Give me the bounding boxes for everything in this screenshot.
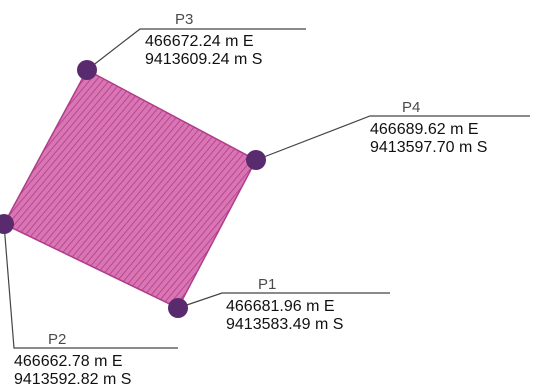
easting-p1: 466681.96 m E (226, 298, 335, 315)
northing-p1: 9413583.49 m S (226, 316, 343, 333)
vertex-marker-p4[interactable] (246, 150, 266, 170)
leader-p3 (86, 28, 306, 71)
northing-p2: 9413592.82 m S (14, 371, 131, 388)
easting-p2: 466662.78 m E (14, 353, 123, 370)
leader-p1 (177, 292, 390, 309)
parcel-polygon (2, 68, 258, 309)
northing-p3: 9413609.24 m S (145, 51, 262, 68)
vertex-marker-p2[interactable] (0, 214, 14, 234)
easting-p3: 466672.24 m E (145, 33, 254, 50)
leader-p2 (3, 223, 178, 349)
point-name-p1: P1 (258, 276, 276, 293)
vertex-marker-p3[interactable] (77, 60, 97, 80)
point-name-p2: P2 (48, 331, 66, 348)
point-name-p3: P3 (175, 11, 193, 28)
easting-p4: 466689.62 m E (370, 121, 479, 138)
leader-p4 (255, 115, 530, 161)
northing-p4: 9413597.70 m S (370, 139, 487, 156)
point-name-p4: P4 (402, 99, 420, 116)
vertex-marker-p1[interactable] (168, 298, 188, 318)
